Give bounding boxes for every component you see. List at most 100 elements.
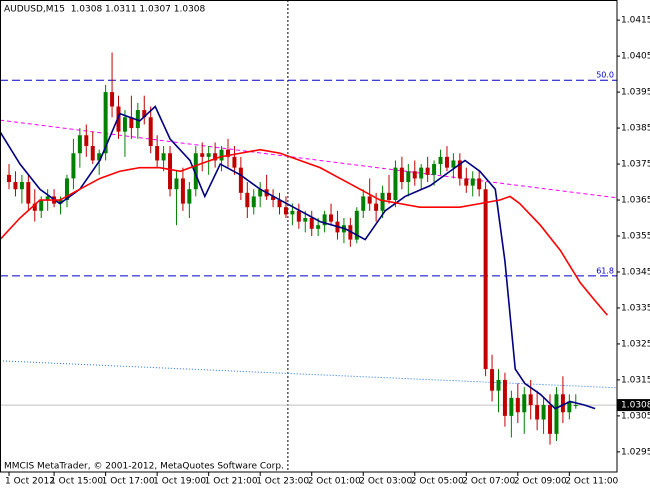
- candle-body: [148, 117, 153, 147]
- candle-body: [367, 196, 372, 204]
- x-tick-label: 2 Oct 11:00: [565, 477, 618, 487]
- candle-body: [32, 203, 37, 211]
- candle-body: [180, 178, 185, 204]
- candle-body: [361, 196, 366, 211]
- candle-body: [490, 369, 495, 391]
- candle-body: [573, 405, 578, 407]
- candle-body: [387, 192, 392, 201]
- candle-body: [277, 200, 282, 208]
- y-tick-label: 1.0375: [621, 160, 650, 170]
- candle-body: [116, 106, 121, 132]
- candle-body: [354, 210, 359, 240]
- candle-body: [258, 189, 263, 197]
- candle-body: [438, 156, 443, 165]
- candle-body: [187, 189, 192, 204]
- candle-body: [193, 153, 198, 190]
- y-tick-label: 1.0335: [621, 303, 650, 313]
- candle-body: [303, 218, 308, 222]
- candle-body: [97, 153, 102, 161]
- trendline: [0, 360, 618, 389]
- x-tick-label: 1 Oct 23:00: [256, 477, 309, 487]
- y-tick-label: 1.0415: [621, 16, 650, 26]
- fib-label: 61.8: [596, 266, 614, 275]
- candle-body: [64, 178, 69, 201]
- x-tick-label: 1 Oct 15:00: [50, 477, 103, 487]
- candle-body: [110, 92, 115, 107]
- candle-body: [432, 164, 437, 175]
- candle-body: [45, 196, 50, 201]
- y-tick-label: 1.0315: [621, 375, 650, 385]
- candle-body: [412, 171, 417, 179]
- candle-body: [393, 167, 398, 201]
- candle-body: [470, 178, 475, 186]
- chart-title: AUDUSD,M15 1.0308 1.0311 1.0307 1.0308: [4, 5, 206, 15]
- last-price-label: 1.0308: [621, 401, 650, 411]
- candle-body: [219, 149, 224, 161]
- candle-body: [155, 146, 160, 161]
- candle-body: [103, 92, 108, 154]
- candle-body: [58, 200, 63, 204]
- candle-body: [444, 156, 449, 168]
- x-tick-label: 1 Oct 21:00: [205, 477, 258, 487]
- candle-body: [7, 174, 12, 183]
- candle-body: [380, 192, 385, 211]
- candle-body: [567, 401, 572, 413]
- candle-body: [161, 153, 166, 161]
- candle-body: [309, 218, 314, 229]
- candle-body: [200, 153, 205, 157]
- y-tick-label: 1.0385: [621, 124, 650, 134]
- candle-body: [245, 192, 250, 208]
- x-tick-label: 1 Oct 2012: [5, 477, 55, 487]
- candle-body: [483, 189, 488, 370]
- candle-body: [135, 110, 140, 129]
- candle-body: [541, 405, 546, 420]
- candle-body: [283, 207, 288, 215]
- candle-body: [71, 153, 76, 179]
- candle-body: [528, 394, 533, 406]
- y-tick-label: 1.0345: [621, 267, 650, 277]
- y-tick-label: 1.0325: [621, 339, 650, 349]
- candle-body: [238, 167, 243, 193]
- candle-body: [206, 153, 211, 157]
- x-tick-label: 2 Oct 03:00: [359, 477, 412, 487]
- candle-body: [232, 156, 237, 168]
- candle-body: [522, 394, 527, 413]
- candle-body: [464, 178, 469, 186]
- trendline: [0, 119, 618, 199]
- candle-body: [535, 405, 540, 420]
- candle-body: [290, 210, 295, 215]
- y-tick-label: 1.0295: [621, 447, 650, 457]
- candle-body: [129, 117, 134, 129]
- candle-body: [296, 210, 301, 222]
- candle-body: [496, 379, 501, 391]
- x-tick-label: 2 Oct 01:00: [308, 477, 361, 487]
- x-tick-label: 1 Oct 17:00: [102, 477, 155, 487]
- candle-body: [142, 110, 147, 118]
- candle-body: [509, 397, 514, 416]
- y-tick-label: 1.0365: [621, 196, 650, 206]
- x-tick-label: 2 Oct 07:00: [462, 477, 515, 487]
- ma-line: [0, 148, 608, 316]
- candle-body: [19, 182, 24, 190]
- candle-body: [399, 167, 404, 183]
- candle-body: [374, 203, 379, 211]
- candle-body: [84, 135, 89, 147]
- candle-body: [515, 397, 520, 413]
- candle-body: [316, 225, 321, 229]
- candle-body: [477, 178, 482, 190]
- candle-body: [560, 394, 565, 413]
- candle-body: [26, 182, 31, 204]
- y-tick-label: 1.0305: [621, 411, 650, 421]
- candle-body: [329, 214, 334, 222]
- candle-body: [13, 182, 18, 190]
- fib-label: 50.0: [596, 71, 614, 80]
- candle-body: [322, 214, 327, 226]
- candle-body: [90, 146, 95, 161]
- candle-body: [451, 160, 456, 168]
- footer: MMCIS MetaTrader, © 2001-2012, MetaQuote…: [4, 462, 284, 472]
- candle-body: [251, 196, 256, 208]
- y-tick-label: 1.0355: [621, 232, 650, 242]
- candle-body: [425, 167, 430, 175]
- x-tick-label: 2 Oct 05:00: [411, 477, 464, 487]
